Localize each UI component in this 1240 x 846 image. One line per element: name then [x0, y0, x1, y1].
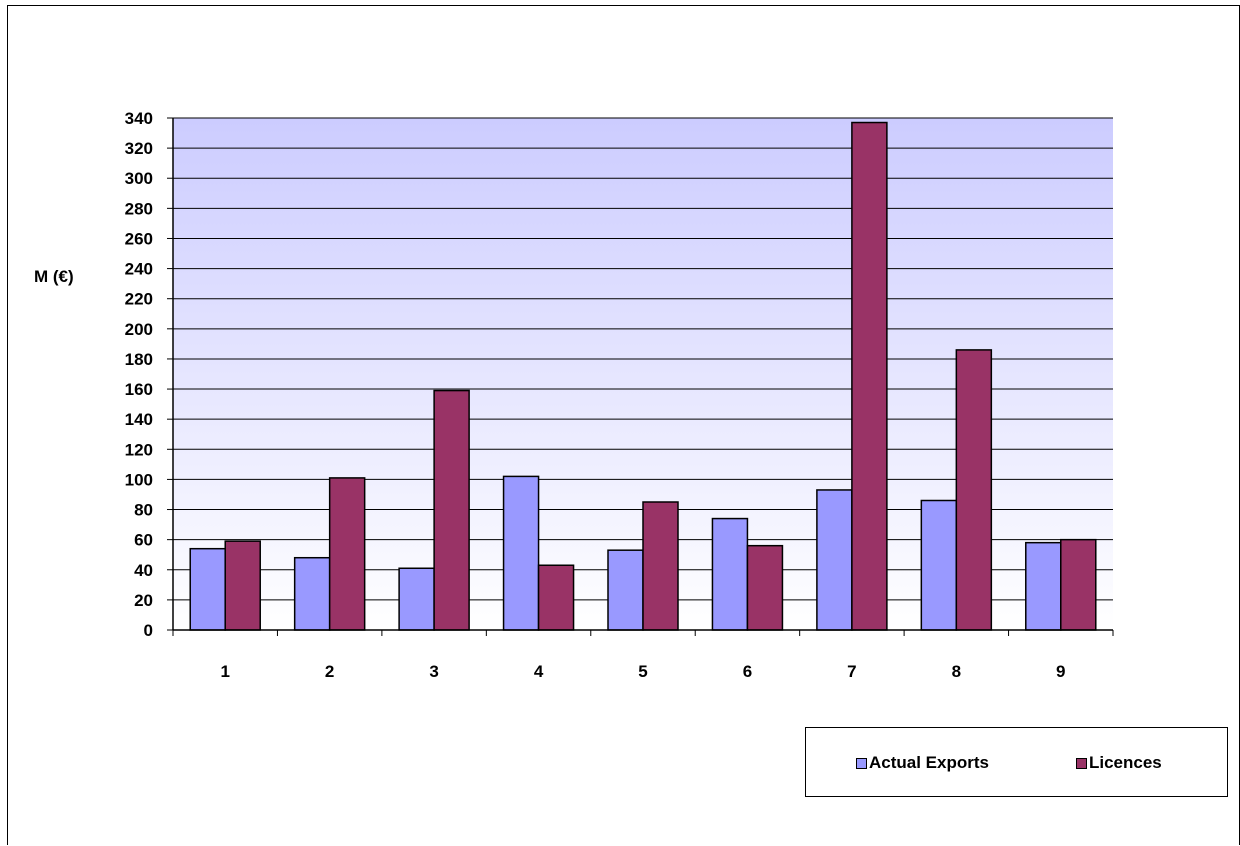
- x-tick-label: 8: [952, 662, 961, 681]
- bar-licences: [1060, 538, 1097, 631]
- bar-chart: 0 20 40 60 80 100 120 140 160 180 200 220 240 260 280 3…: [34, 109, 1114, 681]
- y-tick-label: 320: [125, 139, 153, 158]
- bar-actual-exports: [816, 489, 853, 631]
- y-tick-label: 280: [125, 199, 153, 218]
- y-tick-label: 300: [125, 169, 153, 188]
- y-tick-label: 200: [125, 320, 153, 339]
- legend-item: Licences: [1076, 753, 1162, 773]
- bar-actual-exports: [293, 556, 331, 631]
- x-tick-label: 6: [743, 662, 752, 681]
- x-tick-label: 4: [534, 662, 544, 681]
- y-tick-label: 180: [125, 350, 153, 369]
- chart-legend: Actual Exports Licences: [805, 727, 1228, 797]
- legend-swatch: [856, 757, 867, 769]
- y-tick-label: 160: [125, 380, 153, 399]
- bar-actual-exports: [502, 475, 540, 631]
- y-tick-label: 20: [134, 591, 153, 610]
- bar-licences: [537, 564, 575, 631]
- bar-licences: [746, 544, 784, 631]
- chart-frame: 0 20 40 60 80 100 120 140 160 180 200 220 240 260 280 3…: [7, 5, 1240, 845]
- bar-licences: [224, 540, 261, 631]
- x-tick-label: 7: [847, 662, 856, 681]
- x-tick-label: 2: [325, 662, 334, 681]
- legend-swatch: [1076, 757, 1087, 769]
- y-axis-title: M (€): [34, 267, 74, 286]
- legend-label: Licences: [1089, 753, 1162, 772]
- x-tick-label: 1: [220, 662, 229, 681]
- x-tick-label: 3: [429, 662, 438, 681]
- bar-licences: [851, 121, 888, 631]
- y-tick-label: 80: [134, 501, 153, 520]
- legend-item: Actual Exports: [856, 753, 989, 773]
- y-tick-label: 60: [134, 531, 153, 550]
- y-tick-label: 120: [125, 440, 153, 459]
- bar-licences: [433, 389, 470, 631]
- x-tick-label: 9: [1056, 662, 1065, 681]
- bar-licences: [642, 501, 679, 631]
- y-tick-label: 100: [125, 470, 153, 489]
- bar-licences: [955, 349, 993, 631]
- y-tick-label: 140: [125, 410, 153, 429]
- bar-actual-exports: [711, 517, 749, 631]
- bar-actual-exports: [1025, 541, 1062, 631]
- bar-actual-exports: [189, 547, 226, 631]
- y-tick-label: 0: [144, 621, 153, 640]
- x-tick-label: 5: [638, 662, 647, 681]
- legend-label: Actual Exports: [869, 753, 989, 772]
- y-tick-label: 260: [125, 229, 153, 248]
- bar-licences: [328, 477, 366, 631]
- y-tick-label: 240: [125, 260, 153, 279]
- y-tick-label: 340: [125, 109, 153, 128]
- y-tick-label: 40: [134, 561, 153, 580]
- bar-actual-exports: [920, 499, 958, 631]
- bar-actual-exports: [398, 567, 435, 631]
- y-tick-label: 220: [125, 290, 153, 309]
- bar-actual-exports: [607, 549, 644, 631]
